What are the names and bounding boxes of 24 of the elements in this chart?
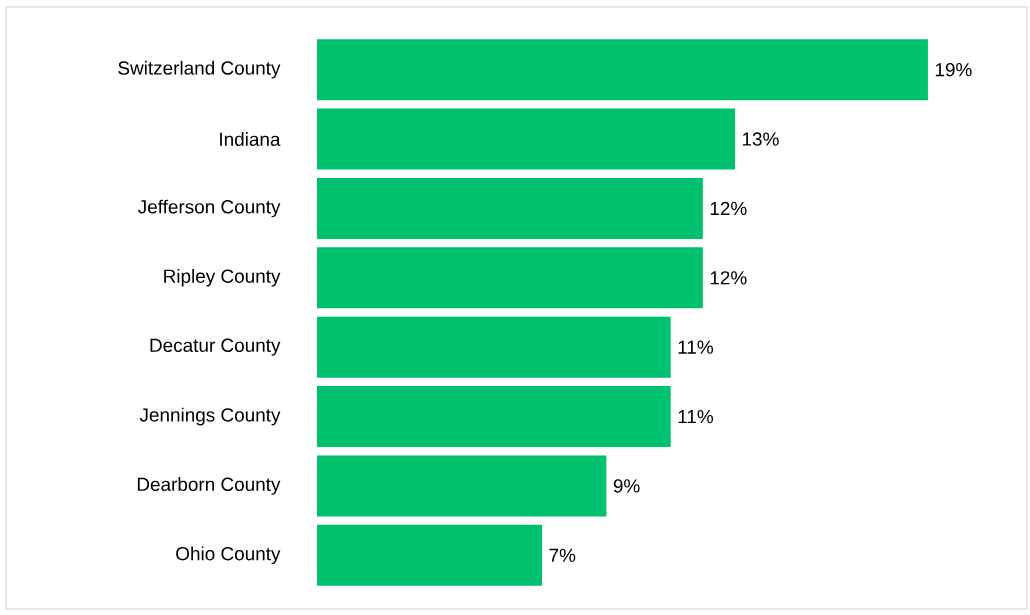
data-label: 11% <box>678 340 713 354</box>
data-label: 7% <box>549 548 576 562</box>
y-tick-label: Indiana <box>220 132 281 147</box>
y-tick-label: Jennings County <box>139 407 281 426</box>
bar <box>317 247 703 309</box>
bar <box>317 316 671 378</box>
y-tick-label: Switzerland County <box>118 60 281 79</box>
data-label: 12% <box>710 201 747 216</box>
data-label: 13% <box>742 132 779 146</box>
y-tick-label: Jefferson County <box>138 199 281 218</box>
bar <box>317 108 735 170</box>
y-tick-label: Ohio County <box>176 546 281 565</box>
bar <box>317 177 703 239</box>
data-label: 11% <box>678 409 713 424</box>
data-label: 9% <box>613 479 640 493</box>
bar <box>317 39 928 101</box>
bar <box>317 455 607 517</box>
bar <box>317 386 671 448</box>
bar <box>317 524 543 586</box>
y-tick-label: Decatur County <box>150 338 281 356</box>
data-label: 12% <box>710 271 747 285</box>
y-tick-label: Ripley County <box>164 268 281 287</box>
data-label: 19% <box>935 62 972 77</box>
y-tick-label: Dearborn County <box>137 477 281 495</box>
